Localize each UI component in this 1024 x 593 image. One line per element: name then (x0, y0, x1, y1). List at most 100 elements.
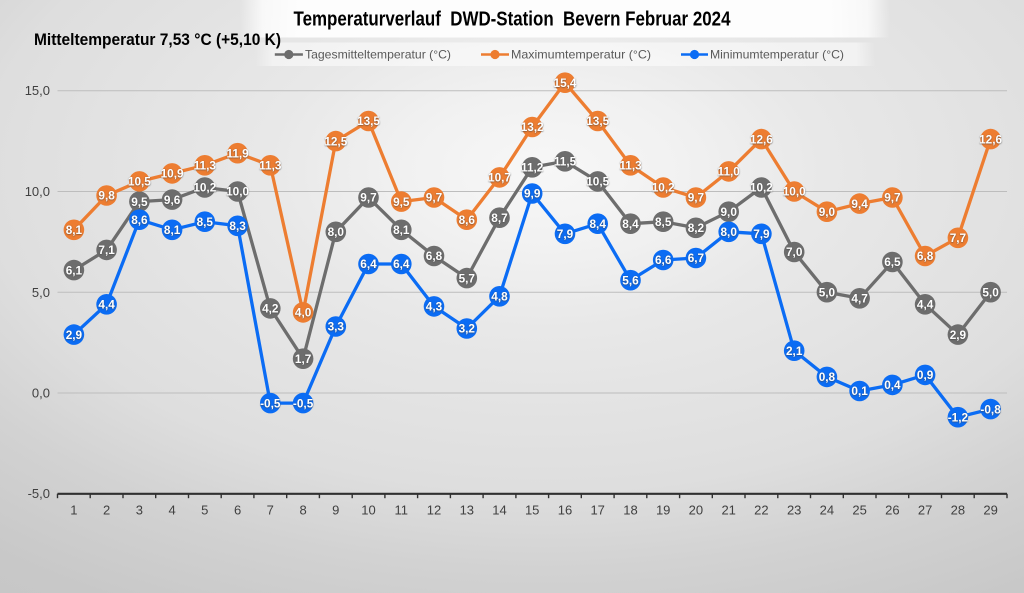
svg-text:8: 8 (299, 503, 306, 518)
svg-text:12,5: 12,5 (324, 134, 347, 148)
svg-text:11,3: 11,3 (259, 159, 282, 173)
svg-text:13,2: 13,2 (521, 120, 544, 134)
svg-text:9,5: 9,5 (131, 195, 148, 209)
svg-text:17: 17 (590, 503, 604, 518)
svg-text:2,9: 2,9 (950, 328, 967, 342)
svg-text:11,3: 11,3 (194, 159, 217, 173)
svg-text:15,4: 15,4 (554, 76, 577, 90)
svg-text:8,5: 8,5 (655, 215, 672, 229)
svg-text:8,4: 8,4 (589, 217, 606, 231)
svg-text:7,1: 7,1 (98, 243, 115, 257)
svg-text:9,7: 9,7 (884, 191, 901, 205)
svg-text:8,1: 8,1 (66, 223, 83, 237)
svg-text:6,6: 6,6 (655, 253, 672, 267)
svg-text:9,9: 9,9 (524, 187, 541, 201)
svg-text:10,7: 10,7 (488, 171, 511, 185)
svg-text:8,6: 8,6 (459, 213, 476, 227)
svg-text:9,4: 9,4 (851, 197, 868, 211)
svg-text:4,2: 4,2 (262, 302, 279, 316)
svg-text:6,8: 6,8 (426, 249, 443, 263)
svg-text:9,7: 9,7 (688, 191, 705, 205)
svg-text:8,3: 8,3 (229, 219, 246, 233)
svg-text:8,5: 8,5 (197, 215, 214, 229)
svg-text:11,2: 11,2 (521, 161, 544, 175)
svg-text:23: 23 (787, 503, 801, 518)
svg-text:10,0: 10,0 (226, 185, 249, 199)
svg-text:5,0: 5,0 (32, 285, 50, 300)
svg-text:9,0: 9,0 (819, 205, 836, 219)
svg-text:Maximumtemperatur (°C): Maximumtemperatur (°C) (511, 48, 651, 62)
svg-text:4,7: 4,7 (851, 292, 868, 306)
svg-text:9,8: 9,8 (98, 189, 115, 203)
svg-text:6,7: 6,7 (688, 251, 705, 265)
svg-text:6: 6 (234, 503, 241, 518)
svg-text:7,7: 7,7 (950, 231, 967, 245)
svg-text:5,0: 5,0 (982, 285, 999, 299)
svg-text:8,2: 8,2 (688, 221, 705, 235)
svg-text:9,5: 9,5 (393, 195, 410, 209)
svg-text:19: 19 (656, 503, 670, 518)
svg-text:11: 11 (395, 503, 409, 518)
svg-text:9,7: 9,7 (426, 191, 443, 205)
svg-text:0,9: 0,9 (917, 368, 934, 382)
svg-text:4,0: 4,0 (295, 306, 312, 320)
svg-text:10,9: 10,9 (161, 167, 184, 181)
svg-text:6,4: 6,4 (393, 257, 410, 271)
svg-text:10,2: 10,2 (652, 181, 675, 195)
svg-text:10,2: 10,2 (193, 181, 216, 195)
svg-text:8,7: 8,7 (491, 211, 508, 225)
svg-text:11,9: 11,9 (226, 146, 249, 160)
svg-text:10: 10 (361, 503, 375, 518)
svg-text:5,7: 5,7 (459, 271, 476, 285)
svg-text:10,5: 10,5 (586, 175, 609, 189)
svg-text:12: 12 (427, 503, 441, 518)
svg-text:8,6: 8,6 (131, 213, 148, 227)
svg-text:-1,2: -1,2 (948, 410, 969, 424)
svg-text:28: 28 (951, 503, 965, 518)
svg-text:12,6: 12,6 (979, 132, 1002, 146)
svg-text:13,5: 13,5 (357, 114, 380, 128)
svg-text:8,4: 8,4 (622, 217, 639, 231)
svg-text:6,8: 6,8 (917, 249, 934, 263)
svg-text:Minimumtemperatur (°C): Minimumtemperatur (°C) (710, 48, 844, 62)
svg-text:2,9: 2,9 (66, 328, 83, 342)
svg-text:8,0: 8,0 (328, 225, 345, 239)
svg-text:13: 13 (460, 503, 474, 518)
svg-text:4,3: 4,3 (426, 300, 443, 314)
svg-text:2,1: 2,1 (786, 344, 803, 358)
svg-text:9,7: 9,7 (360, 191, 377, 205)
svg-text:8,1: 8,1 (393, 223, 410, 237)
svg-text:29: 29 (983, 503, 997, 518)
svg-text:-0,8: -0,8 (980, 402, 1001, 416)
svg-text:5: 5 (201, 503, 208, 518)
svg-text:6,1: 6,1 (66, 263, 83, 277)
svg-text:10,0: 10,0 (783, 185, 806, 199)
svg-text:4,8: 4,8 (491, 290, 508, 304)
svg-text:Temperaturverlauf DWD-Station: Temperaturverlauf DWD-Station Bevern Feb… (294, 9, 732, 31)
svg-text:16: 16 (558, 503, 572, 518)
svg-text:Mitteltemperatur 7,53 °C (+5,1: Mitteltemperatur 7,53 °C (+5,10 K) (34, 30, 281, 49)
svg-text:22: 22 (754, 503, 768, 518)
svg-text:7,0: 7,0 (786, 245, 803, 259)
svg-text:Tagesmitteltemperatur (°C): Tagesmitteltemperatur (°C) (305, 48, 451, 62)
svg-text:13,5: 13,5 (586, 114, 609, 128)
svg-text:18: 18 (623, 503, 637, 518)
svg-text:1: 1 (70, 503, 77, 518)
svg-text:3: 3 (136, 503, 143, 518)
svg-text:4,4: 4,4 (98, 298, 115, 312)
svg-text:0,4: 0,4 (884, 378, 901, 392)
svg-text:5,0: 5,0 (819, 285, 836, 299)
svg-text:-5,0: -5,0 (28, 486, 50, 501)
svg-text:5,6: 5,6 (622, 273, 639, 287)
svg-text:10,5: 10,5 (128, 175, 151, 189)
svg-text:7: 7 (267, 503, 274, 518)
svg-text:3,2: 3,2 (459, 322, 476, 336)
svg-text:9,0: 9,0 (720, 205, 737, 219)
svg-text:20: 20 (689, 503, 703, 518)
svg-text:6,4: 6,4 (360, 257, 377, 271)
svg-text:7,9: 7,9 (557, 227, 574, 241)
svg-text:4,4: 4,4 (917, 298, 934, 312)
svg-text:12,6: 12,6 (750, 132, 773, 146)
svg-text:0,8: 0,8 (819, 370, 836, 384)
svg-text:11,5: 11,5 (554, 155, 577, 169)
